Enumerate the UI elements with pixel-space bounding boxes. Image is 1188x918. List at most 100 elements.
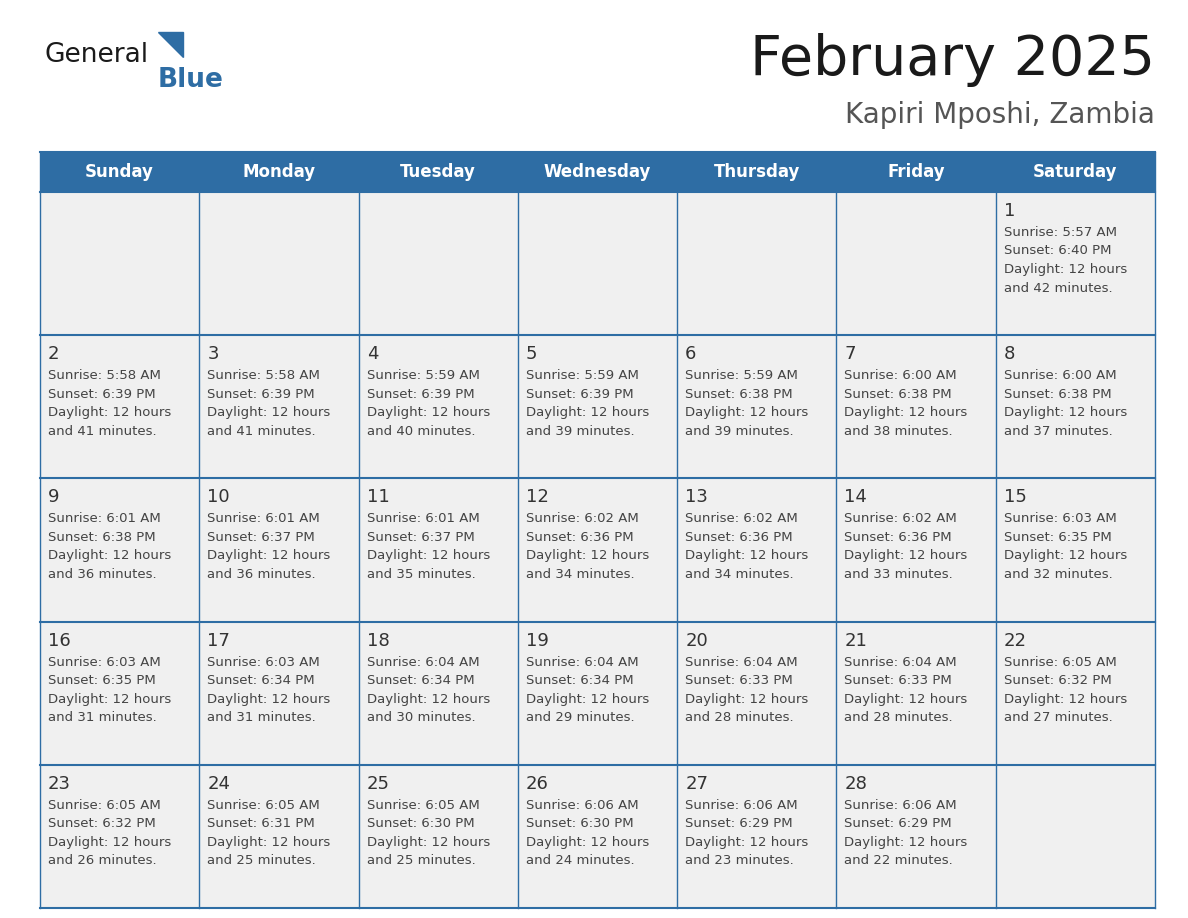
Bar <box>677 478 836 621</box>
Text: February 2025: February 2025 <box>750 33 1155 87</box>
Text: Sunset: 6:39 PM: Sunset: 6:39 PM <box>367 387 474 400</box>
Text: Daylight: 12 hours: Daylight: 12 hours <box>207 692 330 706</box>
Text: and 36 minutes.: and 36 minutes. <box>48 568 157 581</box>
Bar <box>518 335 677 478</box>
Text: Sunrise: 6:00 AM: Sunrise: 6:00 AM <box>1004 369 1117 382</box>
Text: Sunrise: 6:06 AM: Sunrise: 6:06 AM <box>526 799 638 812</box>
Text: 25: 25 <box>367 775 390 793</box>
Text: 12: 12 <box>526 488 549 507</box>
Text: Sunset: 6:38 PM: Sunset: 6:38 PM <box>48 531 156 543</box>
Text: Sunday: Sunday <box>86 163 154 181</box>
Text: Daylight: 12 hours: Daylight: 12 hours <box>685 549 808 563</box>
Bar <box>836 335 996 478</box>
Text: and 31 minutes.: and 31 minutes. <box>207 711 316 724</box>
Text: Daylight: 12 hours: Daylight: 12 hours <box>685 692 808 706</box>
Bar <box>200 152 359 192</box>
Text: and 40 minutes.: and 40 minutes. <box>367 425 475 438</box>
Text: 10: 10 <box>207 488 230 507</box>
Bar <box>836 152 996 192</box>
Bar <box>518 152 677 192</box>
Text: 26: 26 <box>526 775 549 793</box>
Bar <box>40 152 200 192</box>
Text: 16: 16 <box>48 632 71 650</box>
Bar <box>996 335 1155 478</box>
Bar <box>518 621 677 765</box>
Text: Sunset: 6:39 PM: Sunset: 6:39 PM <box>207 387 315 400</box>
Text: Sunset: 6:35 PM: Sunset: 6:35 PM <box>48 674 156 687</box>
Text: and 28 minutes.: and 28 minutes. <box>685 711 794 724</box>
Text: Sunset: 6:38 PM: Sunset: 6:38 PM <box>685 387 792 400</box>
Bar <box>996 478 1155 621</box>
Text: 2: 2 <box>48 345 59 364</box>
Bar <box>40 765 200 908</box>
Bar <box>996 152 1155 192</box>
Bar <box>40 621 200 765</box>
Text: Sunrise: 5:59 AM: Sunrise: 5:59 AM <box>367 369 480 382</box>
Text: Daylight: 12 hours: Daylight: 12 hours <box>845 406 968 420</box>
Text: 23: 23 <box>48 775 71 793</box>
Text: Sunset: 6:37 PM: Sunset: 6:37 PM <box>367 531 474 543</box>
Text: Daylight: 12 hours: Daylight: 12 hours <box>1004 406 1127 420</box>
Text: Thursday: Thursday <box>714 163 800 181</box>
Text: Kapiri Mposhi, Zambia: Kapiri Mposhi, Zambia <box>845 101 1155 129</box>
Bar <box>40 192 200 335</box>
Text: Friday: Friday <box>887 163 944 181</box>
Text: and 41 minutes.: and 41 minutes. <box>48 425 157 438</box>
Text: Sunrise: 6:01 AM: Sunrise: 6:01 AM <box>207 512 320 525</box>
Text: Sunset: 6:31 PM: Sunset: 6:31 PM <box>207 817 315 830</box>
Text: Daylight: 12 hours: Daylight: 12 hours <box>367 549 489 563</box>
Bar <box>836 478 996 621</box>
Text: 8: 8 <box>1004 345 1015 364</box>
Text: Sunset: 6:36 PM: Sunset: 6:36 PM <box>685 531 792 543</box>
Text: and 23 minutes.: and 23 minutes. <box>685 855 794 868</box>
Text: and 33 minutes.: and 33 minutes. <box>845 568 953 581</box>
Text: and 31 minutes.: and 31 minutes. <box>48 711 157 724</box>
Bar <box>996 621 1155 765</box>
Text: Sunrise: 6:02 AM: Sunrise: 6:02 AM <box>685 512 798 525</box>
Text: Blue: Blue <box>158 67 223 93</box>
Bar <box>40 478 200 621</box>
Text: and 35 minutes.: and 35 minutes. <box>367 568 475 581</box>
Bar <box>836 765 996 908</box>
Text: 7: 7 <box>845 345 855 364</box>
Text: and 22 minutes.: and 22 minutes. <box>845 855 953 868</box>
Bar <box>359 765 518 908</box>
Text: Sunset: 6:33 PM: Sunset: 6:33 PM <box>685 674 792 687</box>
Text: Sunset: 6:34 PM: Sunset: 6:34 PM <box>526 674 633 687</box>
Text: 24: 24 <box>207 775 230 793</box>
Text: Daylight: 12 hours: Daylight: 12 hours <box>48 835 171 849</box>
Text: Sunrise: 5:58 AM: Sunrise: 5:58 AM <box>48 369 160 382</box>
Bar <box>359 192 518 335</box>
Bar <box>996 192 1155 335</box>
Bar <box>677 765 836 908</box>
Bar <box>836 621 996 765</box>
Text: and 38 minutes.: and 38 minutes. <box>845 425 953 438</box>
Text: 5: 5 <box>526 345 537 364</box>
Text: 3: 3 <box>207 345 219 364</box>
Text: Sunrise: 6:03 AM: Sunrise: 6:03 AM <box>207 655 320 668</box>
Text: Daylight: 12 hours: Daylight: 12 hours <box>685 835 808 849</box>
Text: Sunset: 6:40 PM: Sunset: 6:40 PM <box>1004 244 1111 258</box>
Text: Sunset: 6:35 PM: Sunset: 6:35 PM <box>1004 531 1112 543</box>
Text: Daylight: 12 hours: Daylight: 12 hours <box>367 406 489 420</box>
Text: Sunset: 6:39 PM: Sunset: 6:39 PM <box>526 387 633 400</box>
Text: Daylight: 12 hours: Daylight: 12 hours <box>1004 263 1127 276</box>
Text: Sunrise: 6:05 AM: Sunrise: 6:05 AM <box>48 799 160 812</box>
Text: Sunrise: 6:00 AM: Sunrise: 6:00 AM <box>845 369 958 382</box>
Text: 18: 18 <box>367 632 390 650</box>
Text: 6: 6 <box>685 345 696 364</box>
Text: Sunset: 6:32 PM: Sunset: 6:32 PM <box>1004 674 1112 687</box>
Polygon shape <box>158 32 183 57</box>
Text: 22: 22 <box>1004 632 1026 650</box>
Text: Sunrise: 6:04 AM: Sunrise: 6:04 AM <box>367 655 479 668</box>
Text: General: General <box>45 42 150 68</box>
Text: Daylight: 12 hours: Daylight: 12 hours <box>526 835 649 849</box>
Text: and 27 minutes.: and 27 minutes. <box>1004 711 1112 724</box>
Text: and 29 minutes.: and 29 minutes. <box>526 711 634 724</box>
Bar <box>677 621 836 765</box>
Text: and 25 minutes.: and 25 minutes. <box>207 855 316 868</box>
Text: Sunrise: 6:04 AM: Sunrise: 6:04 AM <box>526 655 638 668</box>
Text: Sunrise: 6:01 AM: Sunrise: 6:01 AM <box>48 512 160 525</box>
Bar <box>996 765 1155 908</box>
Bar <box>359 621 518 765</box>
